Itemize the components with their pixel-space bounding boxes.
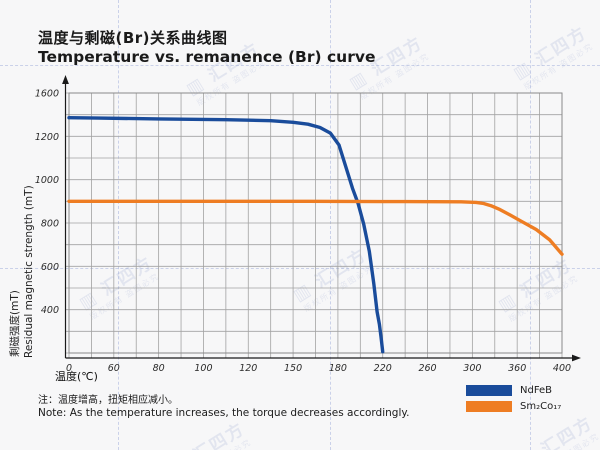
y-axis-title-en: Residual magnetic strength (mT) [23, 185, 35, 358]
svg-text:220: 220 [374, 363, 392, 374]
svg-text:600: 600 [41, 262, 59, 273]
footnote: 注：温度增高，扭矩相应减小。 Note: As the temperature … [38, 394, 409, 420]
svg-text:1000: 1000 [35, 175, 59, 186]
x-axis-title: 温度(℃) [55, 370, 98, 383]
svg-text:400: 400 [553, 363, 571, 374]
svg-text:260: 260 [418, 363, 436, 374]
svg-text:400: 400 [41, 305, 59, 316]
svg-text:1600: 1600 [35, 89, 59, 100]
y-axis-title-zh: 剩磁强度(mT) [9, 290, 21, 357]
legend-swatch-ndfeb [466, 384, 512, 396]
chart-title-zh: 温度与剩磁(Br)关系曲线图 [38, 29, 228, 47]
svg-text:0: 0 [66, 363, 72, 374]
footnote-en: Note: As the temperature increases, the … [38, 407, 410, 419]
legend-label-ndfeb: NdFeB [520, 384, 553, 396]
watermark-dashed-line [330, 0, 331, 450]
watermark-dashed-line [0, 268, 600, 269]
footnote-zh: 注：温度增高，扭矩相应减小。 [38, 395, 178, 406]
legend-label-sm2co17: Sm₂Co₁₇ [520, 400, 562, 412]
svg-text:80: 80 [153, 363, 165, 374]
legend: NdFeB Sm₂Co₁₇ [466, 384, 561, 416]
chart-title-en: Temperature vs. remanence (Br) curve [38, 48, 376, 66]
legend-swatch-sm2co17 [466, 400, 512, 412]
watermark-dashed-line [0, 65, 600, 66]
svg-text:100: 100 [194, 363, 212, 374]
svg-text:180: 180 [329, 363, 347, 374]
svg-text:360: 360 [508, 363, 526, 374]
svg-text:800: 800 [41, 219, 59, 230]
svg-text:120: 120 [239, 363, 257, 374]
svg-text:1200: 1200 [35, 132, 59, 143]
svg-text:150: 150 [284, 363, 302, 374]
legend-item-ndfeb: NdFeB [466, 384, 561, 396]
svg-text:300: 300 [463, 363, 481, 374]
legend-item-sm2co17: Sm₂Co₁₇ [466, 400, 561, 412]
svg-text:60: 60 [108, 363, 120, 374]
watermark-dashed-line [118, 0, 119, 450]
